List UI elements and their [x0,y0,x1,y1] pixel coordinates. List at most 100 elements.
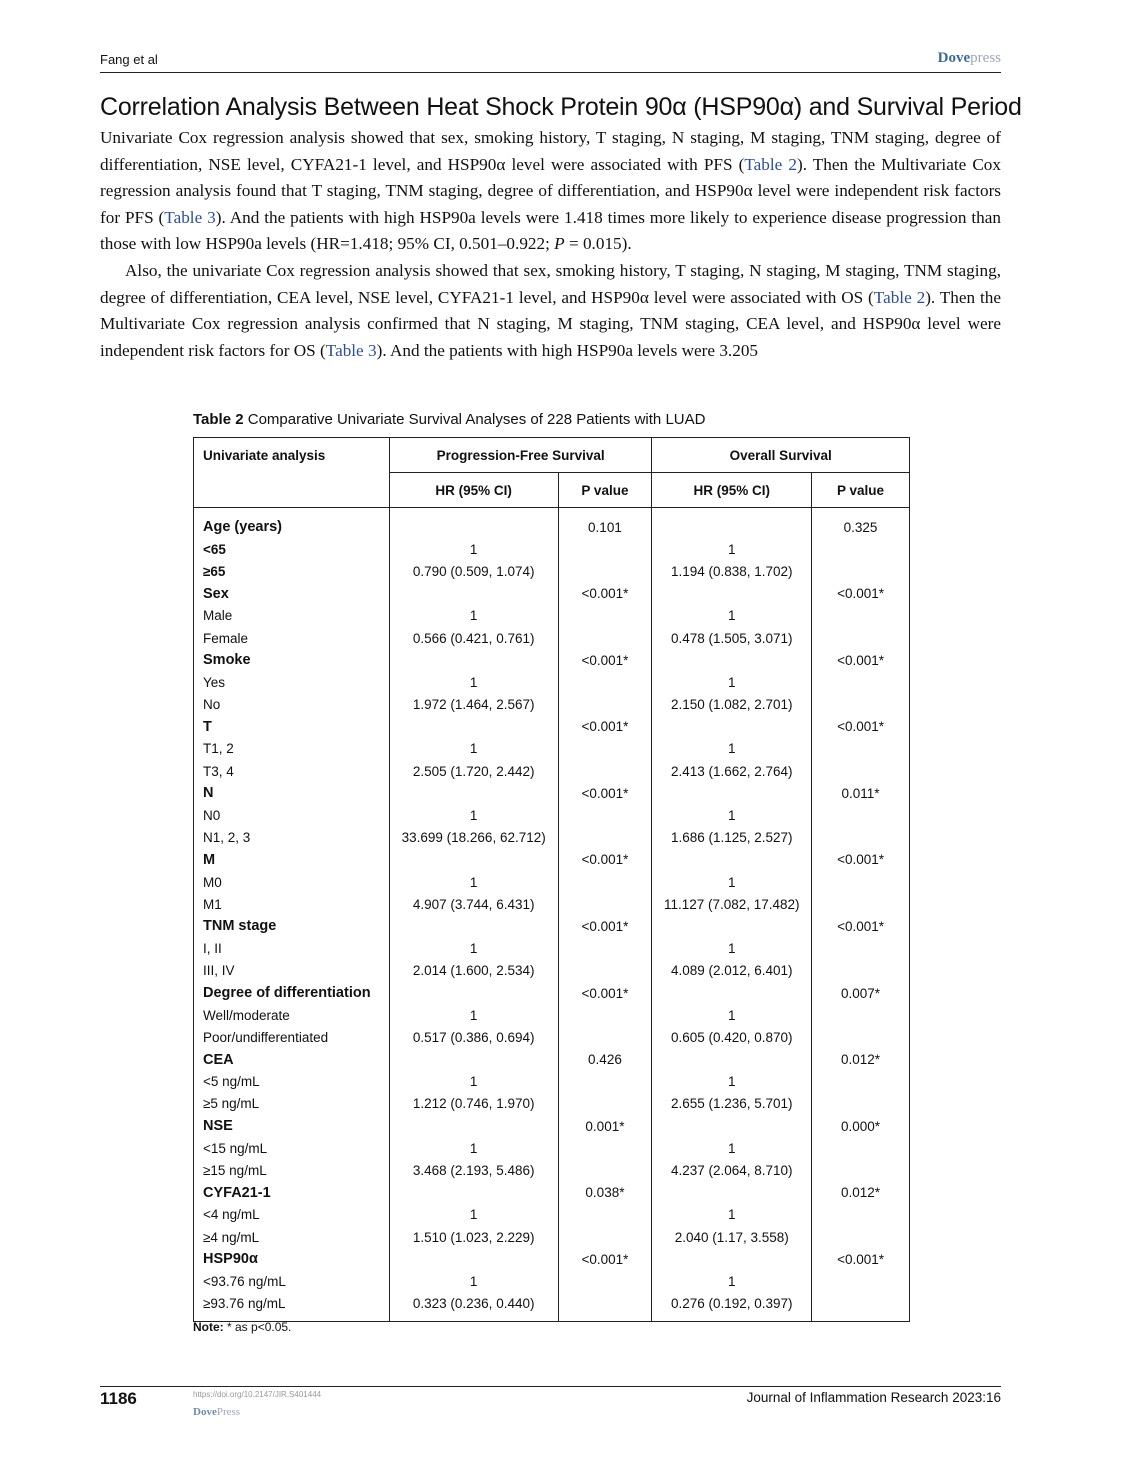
table-row: Yes 1 1 [193,671,910,694]
pfs-hr: 1 [388,1137,559,1160]
os-p-value [811,1292,910,1322]
pfs-p-value [557,1004,653,1027]
os-hr: 1 [651,737,813,761]
caption-label: Table 2 [193,411,244,428]
pfs-p-value: 0.038* [557,1181,653,1204]
os-hr [651,915,813,938]
table-row: I, II 1 1 [193,937,910,960]
table-row: ≥4 ng/mL 1.510 (1.023, 2.229) 2.040 (1.17,… [193,1226,910,1249]
pfs-hr: 0.517 (0.386, 0.694) [388,1026,559,1049]
os-p-value: <0.001* [811,649,910,672]
table-group-row: Age (years) 0.101 0.325 [193,507,910,539]
dovepress-logo[interactable]: Dovepress [938,50,1001,67]
pfs-p-value: <0.001* [557,915,653,938]
pfs-p-value [557,560,653,583]
table-group-row: Sex <0.001* <0.001* [193,582,910,605]
os-p-value [811,604,910,627]
table-row: ≥5 ng/mL 1.212 (0.746, 1.970) 2.655 (1.236… [193,1092,910,1116]
os-hr: 2.040 (1.17, 3.558) [651,1226,813,1249]
level-label: I, II [193,937,390,960]
col-header-pfs: Progression-Free Survival [388,437,653,473]
pfs-hr [388,1181,559,1204]
pfs-p-value [557,1070,653,1093]
pfs-hr: 0.790 (0.509, 1.074) [388,560,559,583]
os-p-value [811,538,910,561]
level-label: <65 [193,538,390,561]
os-hr: 2.413 (1.662, 2.764) [651,760,813,783]
table-row: <93.76 ng/mL 1 1 [193,1270,910,1293]
footer-rule [100,1386,1001,1387]
os-p-value [811,760,910,783]
pfs-hr: 1 [388,1203,559,1226]
journal-citation: Journal of Inflammation Research 2023:16 [746,1390,1001,1405]
os-p-value [811,626,910,650]
pfs-p-value [557,737,653,761]
table-link[interactable]: Table 3 [325,340,377,360]
level-label: III, IV [193,959,390,982]
os-hr [651,981,813,1005]
table-row: <15 ng/mL 1 1 [193,1137,910,1160]
os-hr: 2.655 (1.236, 5.701) [651,1092,813,1116]
running-header-author: Fang et al [100,52,158,67]
table-row: ≥15 ng/mL 3.468 (2.193, 5.486) 4.237 (2.06… [193,1159,910,1182]
os-p-value [811,737,910,761]
os-p-value: 0.325 [811,507,910,539]
survival-table: Univariate analysis Progression-Free Sur… [193,437,910,1322]
level-label: ≥65 [193,560,390,583]
pfs-hr [388,715,559,738]
table-row: M0 1 1 [193,871,910,894]
note-label: Note: [193,1320,224,1334]
pfs-hr: 1 [388,737,559,761]
level-label: Female [193,626,390,650]
table-group-row: Smoke <0.001* <0.001* [193,649,910,672]
level-label: M0 [193,871,390,894]
table-link[interactable]: Table 2 [744,154,797,174]
os-hr [651,1048,813,1071]
os-hr: 1.194 (0.838, 1.702) [651,560,813,583]
os-hr: 2.150 (1.082, 2.701) [651,693,813,716]
col-header-os-p: P value [811,472,910,508]
os-hr: 0.478 (1.505, 3.071) [651,626,813,650]
os-p-value: <0.001* [811,715,910,738]
os-p-value: <0.001* [811,1248,910,1271]
variable-name: Age (years) [193,507,390,539]
os-p-value: 0.000* [811,1115,910,1138]
variable-name: CEA [193,1048,390,1071]
pfs-p-value [557,1137,653,1160]
os-p-value: 0.012* [811,1181,910,1204]
pfs-p-value: <0.001* [557,782,653,805]
dovepress-footer-logo[interactable]: DovePress [193,1406,240,1418]
table-caption: Table 2 Comparative Univariate Survival … [193,411,705,428]
pfs-hr: 1.972 (1.464, 2.567) [388,693,559,716]
os-p-value [811,1203,910,1226]
os-hr: 1 [651,538,813,561]
os-hr: 1 [651,1137,813,1160]
table-row: <4 ng/mL 1 1 [193,1203,910,1226]
table-group-row: NSE 0.001* 0.000* [193,1115,910,1138]
pfs-p-value [557,937,653,960]
pfs-p-value: <0.001* [557,1248,653,1271]
os-p-value [811,937,910,960]
pfs-hr: 2.014 (1.600, 2.534) [388,959,559,982]
table-link[interactable]: Table 2 [873,287,926,307]
os-hr [651,1248,813,1271]
note-text: * as p<0.05. [223,1320,292,1334]
text-run: Univariate Cox regression analysis showe… [100,128,1001,174]
table-group-row: Degree of differentiation <0.001* 0.007* [193,981,910,1005]
os-p-value [811,893,910,916]
level-label: T3, 4 [193,760,390,783]
os-hr [651,715,813,738]
variable-name: N [193,782,390,805]
pfs-p-value: 0.426 [557,1048,653,1071]
level-label: <5 ng/mL [193,1070,390,1093]
text-run: ). And the patients with high HSP90a lev… [376,340,759,360]
table-row: Female 0.566 (0.421, 0.761) 0.478 (1.505, … [193,626,910,650]
table-group-row: CYFA21-1 0.038* 0.012* [193,1181,910,1204]
os-hr: 4.237 (2.064, 8.710) [651,1159,813,1182]
level-label: Well/moderate [193,1004,390,1027]
level-label: N0 [193,804,390,827]
doi-link[interactable]: https://doi.org/10.2147/JIR.S401444 [193,1390,322,1399]
page-number: 1186 [100,1389,137,1408]
table-link[interactable]: Table 3 [164,207,216,227]
